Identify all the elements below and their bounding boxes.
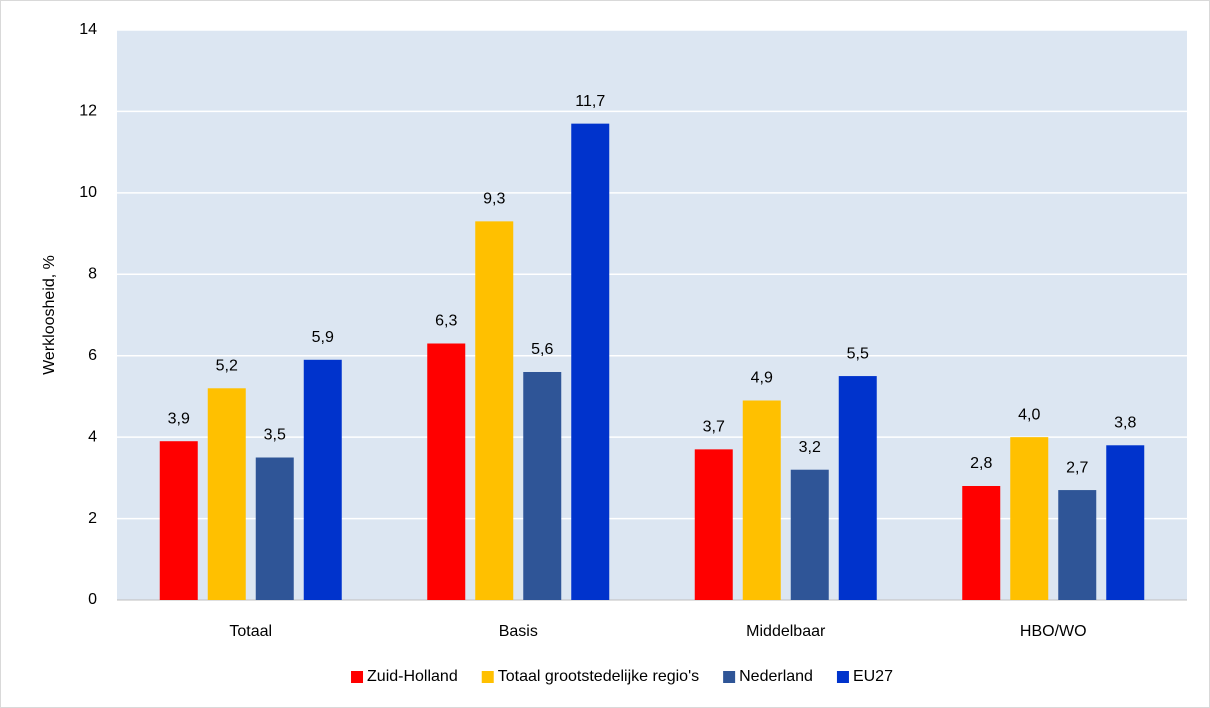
bar [1106,445,1145,600]
data-label: 3,9 [168,410,190,427]
data-label: 5,9 [312,329,334,346]
bar [571,123,610,601]
data-label: 11,7 [575,93,605,110]
legend-label: EU27 [853,668,893,685]
y-tick-label: 8 [88,266,97,283]
legend-swatch [481,671,494,683]
data-label: 2,8 [970,455,992,472]
data-label: 2,7 [1066,459,1088,476]
bar [1010,437,1049,600]
x-tick-label: HBO/WO [1020,623,1087,640]
bar [694,449,733,600]
legend-swatch [351,671,364,683]
data-label: 3,5 [264,427,286,444]
legend-label: Zuid-Holland [367,668,458,685]
data-label: 9,3 [483,191,505,208]
bar [427,343,466,600]
bar [838,376,877,600]
data-label: 3,8 [1114,415,1136,432]
data-label: 5,6 [531,341,553,358]
bar [255,457,294,600]
plot-area [117,30,1187,600]
data-label: 3,7 [703,419,725,436]
x-tick-label: Totaal [229,623,272,640]
bar [790,469,829,600]
bar [159,441,198,600]
y-tick-label: 6 [88,347,97,364]
y-tick-label: 10 [79,184,97,201]
data-label: 3,2 [799,439,821,456]
y-tick-label: 12 [79,103,97,120]
bar [1058,490,1097,600]
legend-swatch [836,671,849,683]
bar [207,388,246,600]
y-tick-label: 4 [88,428,97,445]
bar [962,486,1001,600]
bar [303,359,342,600]
y-tick-label: 0 [88,591,97,608]
x-tick-label: Middelbaar [746,623,826,640]
y-tick-label: 2 [88,510,97,527]
bar [742,400,781,600]
legend-label: Totaal grootstedelijke regio's [498,668,699,685]
bar [523,372,562,600]
legend-label: Nederland [739,668,813,685]
data-label: 6,3 [435,313,457,330]
data-label: 4,9 [751,370,773,387]
data-label: 4,0 [1018,406,1040,423]
x-tick-label: Basis [499,623,538,640]
data-label: 5,2 [216,358,238,375]
y-tick-label: 14 [79,21,97,38]
y-axis-label: Werkloosheid, % [41,255,58,375]
data-label: 5,5 [847,345,869,362]
legend-swatch [723,671,736,683]
bar [475,221,514,600]
